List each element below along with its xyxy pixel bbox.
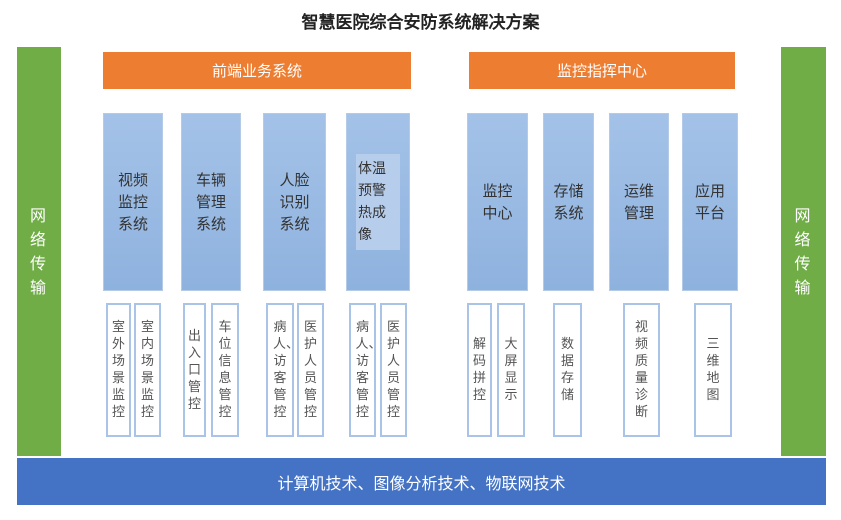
function-label: 数据存储 [560,337,574,403]
function-box: 病人、访客管控 [349,303,382,437]
function-label: 医护人员管控 [386,320,400,420]
system-box: 人脸识别系统 [263,113,326,291]
system-box: 视频监控系统 [103,113,163,291]
system-label: 监控中心 [482,182,513,222]
function-label: 医护人员管控 [303,320,317,420]
system-box: 应用平台 [682,113,738,291]
group-header-frontend: 前端业务系统 [103,52,411,89]
function-label: 病人、访客管控 [273,320,300,420]
system-box: 体温预警热成像 [346,113,410,291]
function-label: 室内场景监控 [140,320,154,420]
function-label: 大屏显示 [504,337,518,403]
system-label: 人脸识别系统 [279,171,310,233]
function-label: 病人、访客管控 [355,320,382,420]
group-header-command: 监控指挥中心 [469,52,735,89]
technology-bar: 计算机技术、图像分析技术、物联网技术 [17,458,826,505]
function-box: 数据存储 [553,303,582,437]
system-label: 车辆管理系统 [195,171,226,233]
network-right-bar: 网络传输 [781,47,826,456]
system-label: 运维管理 [623,182,654,222]
function-box: 三维地图 [694,303,732,437]
function-box: 解码拼控 [467,303,492,437]
function-box: 病人、访客管控 [266,303,300,437]
function-box: 医护人员管控 [297,303,324,437]
network-left-bar: 网络传输 [17,47,61,456]
network-right-label: 网络传输 [794,205,813,297]
system-box: 存储系统 [543,113,594,291]
system-label: 体温预警热成像 [356,154,400,250]
function-label: 视频质量诊断 [634,320,648,420]
function-box: 医护人员管控 [380,303,407,437]
function-label: 三维地图 [706,337,720,403]
system-label: 视频监控系统 [117,171,148,233]
function-box: 出入口管控 [183,303,206,437]
function-label: 出入口管控 [187,328,201,412]
network-left-label: 网络传输 [29,205,48,297]
function-box: 视频质量诊断 [623,303,660,437]
function-box: 室外场景监控 [106,303,131,437]
function-label: 车位信息管控 [218,320,232,420]
function-label: 室外场景监控 [111,320,125,420]
system-box: 车辆管理系统 [181,113,241,291]
diagram-title: 智慧医院综合安防系统解决方案 [301,13,540,33]
system-box: 监控中心 [467,113,528,291]
system-label: 应用平台 [694,182,725,222]
function-label: 解码拼控 [472,337,486,403]
function-box: 室内场景监控 [134,303,161,437]
function-box: 车位信息管控 [211,303,239,437]
system-box: 运维管理 [609,113,669,291]
function-box: 大屏显示 [497,303,525,437]
system-label: 存储系统 [553,182,584,222]
